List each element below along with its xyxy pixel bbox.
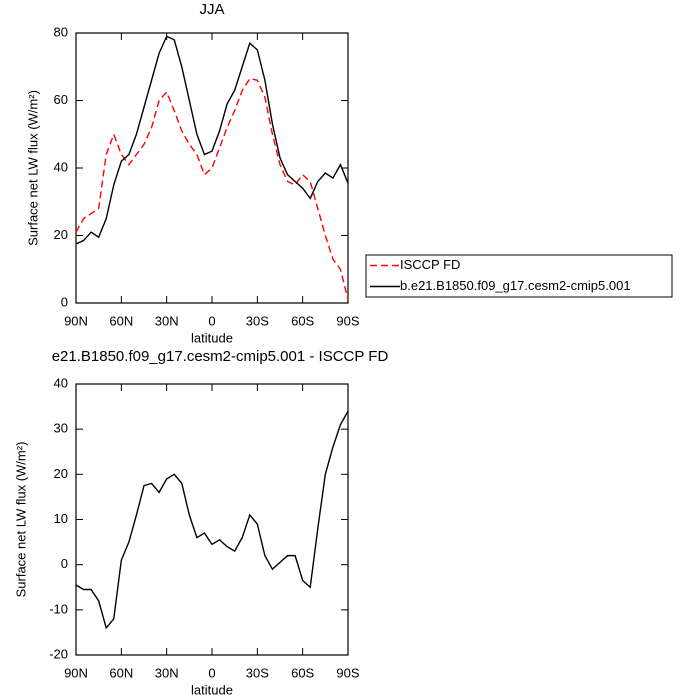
y-tick-label: 10	[54, 511, 68, 526]
x-tick-label: 30N	[155, 313, 179, 328]
x-tick-label: 60S	[291, 665, 314, 680]
x-tick-label: 60N	[109, 313, 133, 328]
y-tick-label: 30	[54, 421, 68, 436]
y-axis-label: Surface net LW flux (W/m²)	[13, 442, 28, 598]
y-tick-label: 20	[54, 466, 68, 481]
x-tick-label: 30N	[155, 665, 179, 680]
x-tick-label: 30S	[246, 665, 269, 680]
y-tick-label: 40	[54, 375, 68, 390]
plot-frame	[75, 383, 349, 656]
x-tick-label: 0	[208, 313, 215, 328]
x-tick-label: 90S	[336, 313, 359, 328]
y-axis-label: Surface net LW flux (W/m²)	[25, 90, 40, 246]
chart-title: JJA	[199, 1, 224, 18]
x-axis-label: latitude	[191, 330, 233, 345]
x-tick-label: 90N	[64, 313, 88, 328]
x-tick-label: 0	[208, 665, 215, 680]
x-tick-label: 30S	[246, 313, 269, 328]
y-tick-label: -10	[49, 601, 68, 616]
legend-label: b.e21.B1850.f09_g17.cesm2-cmip5.001	[400, 278, 631, 293]
x-tick-label: 60S	[291, 313, 314, 328]
x-tick-label: 90N	[64, 665, 88, 680]
plot-frame	[75, 32, 349, 304]
y-tick-label: 0	[61, 294, 68, 309]
legend-frame	[365, 254, 673, 298]
x-tick-label: 60N	[109, 665, 133, 680]
y-tick-label: -20	[49, 646, 68, 661]
data-line	[75, 410, 349, 630]
legend-label: ISCCP FD	[400, 257, 460, 272]
chart-title: e21.B1850.f09_g17.cesm2-cmip5.001 - ISCC…	[52, 348, 389, 365]
data-line	[75, 77, 349, 300]
data-line	[75, 35, 349, 245]
y-tick-label: 40	[54, 159, 68, 174]
x-tick-label: 90S	[336, 665, 359, 680]
y-tick-label: 80	[54, 24, 68, 39]
x-axis-label: latitude	[191, 682, 233, 697]
y-tick-label: 20	[54, 227, 68, 242]
y-tick-label: 0	[61, 556, 68, 571]
y-tick-label: 60	[54, 92, 68, 107]
